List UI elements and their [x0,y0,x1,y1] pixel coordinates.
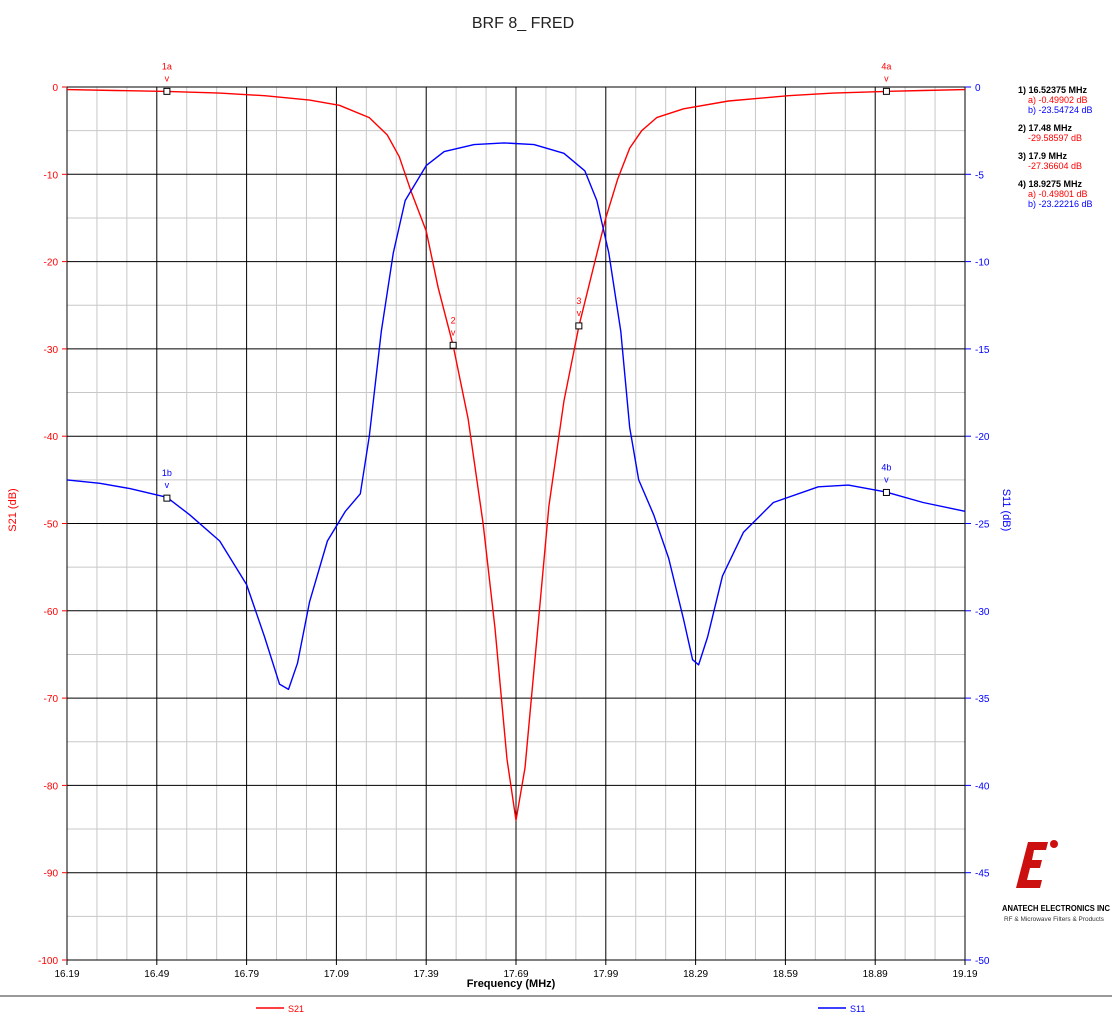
x-tick-label: 17.09 [324,969,349,980]
marker-label: 4b [881,462,891,472]
marker-point [575,322,583,330]
marker-label: 4a [881,61,891,71]
y-left-tick-label: -20 [44,258,59,269]
marker-pointer: v [884,474,889,484]
y-right-tick-label: -10 [975,258,990,269]
y-right-tick-label: -30 [975,607,990,618]
x-tick-label: 16.79 [234,969,259,980]
y-right-tick-label: -50 [975,956,990,967]
y-right-tick-label: -45 [975,869,990,880]
logo-tagline: RF & Microwave Filters & Products [1004,917,1104,923]
x-tick-label: 18.59 [773,969,798,980]
y-left-tick-label: -80 [44,781,59,792]
y-right-axis-label: S11 (dB) [1000,489,1012,532]
y-right-tick-label: -15 [975,345,990,356]
readout-value: a) -0.49801 dB [1028,189,1088,199]
readout-heading: 3) 17.9 MHz [1018,151,1068,161]
y-left-tick-label: -10 [44,170,59,181]
x-tick-label: 16.19 [54,969,79,980]
legend: S21 S11 [256,1004,865,1014]
legend-label-s21: S21 [288,1004,304,1014]
y-right-tick-label: -35 [975,694,990,705]
y-left-tick-label: -40 [44,432,59,443]
x-tick-labels: 16.19 16.49 16.79 17.09 17.39 17.69 17.99 18.29… [54,960,978,980]
readout-value: -27.36604 dB [1028,161,1082,171]
x-tick-label: 17.69 [503,969,528,980]
marker-pointer: v [165,480,170,490]
readout-heading: 4) 18.9275 MHz [1018,179,1083,189]
y-right-tick-label: -40 [975,781,990,792]
y-right-tick-label: -5 [975,170,984,181]
x-tick-label: 19.19 [952,969,977,980]
x-tick-label: 17.99 [593,969,618,980]
y-right-tick-label: 0 [975,83,981,94]
y-left-tick-label: 0 [52,83,58,94]
marker-point [449,341,457,349]
logo-company-name: ANATECH ELECTRONICS INC [1002,903,1110,913]
x-tick-label: 18.89 [863,969,888,980]
y-left-tick-label: -90 [44,869,59,880]
marker-pointer: v [577,308,582,318]
company-logo: ANATECH ELECTRONICS INC RF & Microwave F… [1002,840,1110,923]
readout-heading: 2) 17.48 MHz [1018,123,1073,133]
y-left-tick-label: -60 [44,607,59,618]
readout-value: a) -0.49902 dB [1028,95,1088,105]
logo-e-mark [1016,842,1048,888]
marker-point [882,488,890,496]
series-line-s21 [66,88,966,821]
readout-value: -29.58597 dB [1028,133,1082,143]
series-line-s11 [66,142,966,691]
y-left-tick-label: -70 [44,694,59,705]
readout-heading: 1) 16.52375 MHz [1018,85,1088,95]
marker-pointer: v [884,73,889,83]
marker-label: 1b [162,468,172,478]
marker-point [882,87,890,95]
marker-point [163,494,171,502]
y-left-tick-labels: 0 -10 -20 -30 -40 -50 -60 -70 -80 -90 -100 [38,83,67,967]
y-right-tick-label: -20 [975,432,990,443]
y-left-tick-label: -30 [44,345,59,356]
legend-label-s11: S11 [850,1004,865,1014]
logo-dot [1050,840,1058,848]
y-left-axis-label: S21 (dB) [7,488,19,531]
marker-label: 1a [162,61,172,71]
y-right-tick-labels: 0 -5 -10 -15 -20 -25 -30 -35 -40 -45 -50 [965,83,990,967]
major-grid [67,87,965,960]
marker-pointer: v [451,327,456,337]
series-layer [66,88,966,821]
marker-label: 2 [451,315,456,325]
readout-value: b) -23.22216 dB [1028,199,1093,209]
y-left-tick-label: -100 [38,956,58,967]
marker-point [163,87,171,95]
x-axis-label: Frequency (MHz) [467,978,556,990]
x-tick-label: 16.49 [144,969,169,980]
marker-layer: 1a v 1b v 2 v 3 v 4a v 4b v [162,61,891,502]
y-right-tick-label: -25 [975,520,990,531]
marker-label: 3 [576,296,581,306]
y-left-tick-label: -50 [44,520,59,531]
chart-title: BRF 8_ FRED [472,15,574,32]
x-tick-label: 18.29 [683,969,708,980]
readout-value: b) -23.54724 dB [1028,105,1093,115]
marker-pointer: v [165,73,170,83]
x-tick-label: 17.39 [414,969,439,980]
